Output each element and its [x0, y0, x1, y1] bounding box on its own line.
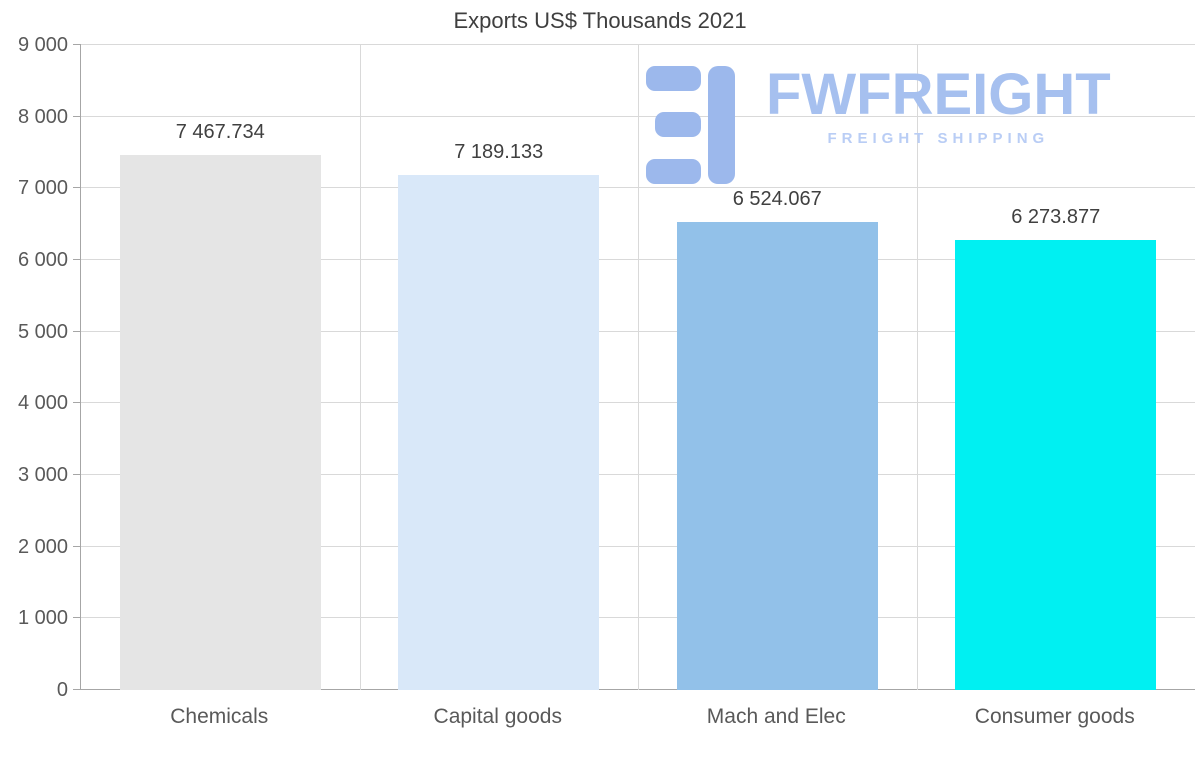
plot-area: 7 467.734 7 189.133 6 524.067 6 273.877 FWF… [73, 44, 1195, 690]
horizontal-gridline [81, 44, 1195, 45]
bar-chemicals [119, 154, 321, 690]
y-tick-label: 3 000 [17, 464, 68, 487]
y-axis-tick [73, 689, 81, 690]
chart-title: Exports US$ Thousands 2021 [453, 8, 747, 33]
watermark-tagline: FREIGHT SHIPPING [827, 130, 1050, 147]
vertical-gridline [359, 45, 361, 690]
y-tick-label: 1 000 [17, 607, 68, 630]
y-axis-tick [73, 474, 81, 475]
vertical-gridline [916, 45, 918, 690]
y-axis-tick [73, 115, 81, 117]
y-axis-tick [73, 402, 81, 404]
bar-mach-and-elec [676, 222, 878, 690]
y-axis-tick [73, 259, 81, 260]
watermark-text: FWFREIGHT FREIGHT SHIPPING [766, 62, 1111, 148]
bar-value-label: 7 467.734 [175, 120, 265, 143]
x-category-label: Chemicals [170, 705, 269, 728]
bar-slot-mach-and-elec: 6 524.067 [638, 45, 917, 690]
watermark: FWFREIGHT FREIGHT SHIPPING [646, 66, 1111, 184]
x-category-label: Mach and Elec [706, 705, 846, 728]
bars: 7 467.734 7 189.133 6 524.067 6 273.877 [81, 45, 1195, 690]
y-axis-tick [73, 617, 81, 619]
bar-value-label: 6 524.067 [732, 188, 822, 211]
y-axis-tick [73, 545, 81, 547]
x-category-label: Capital goods [433, 705, 562, 728]
y-tick-label: 5 000 [17, 320, 68, 343]
y-tick-label: 7 000 [17, 177, 68, 200]
x-category-label: Consumer goods [974, 705, 1135, 728]
y-axis-tick [73, 330, 81, 332]
bar-value-label: 6 273.877 [1011, 206, 1101, 229]
bar-slot-chemicals: 7 467.734 [81, 45, 360, 690]
bar-value-label: 7 189.133 [454, 140, 544, 163]
y-tick-label: 4 000 [17, 392, 68, 415]
y-tick-label: 0 [56, 679, 68, 701]
bar-capital-goods [398, 174, 599, 690]
y-axis-tick [73, 187, 81, 189]
y-axis-tick [73, 44, 81, 45]
x-axis-labels: Chemicals Capital goods Mach and Elec Consu… [80, 705, 1194, 729]
bar-slot-capital-goods: 7 189.133 [360, 45, 639, 690]
vertical-gridline [638, 45, 639, 690]
y-tick-label: 9 000 [17, 34, 68, 56]
y-tick-label: 8 000 [17, 105, 68, 128]
bar-slot-consumer-goods: 6 273.877 [917, 45, 1196, 690]
y-tick-label: 2 000 [17, 535, 68, 558]
y-axis: 0 1 000 2 000 3 000 4 000 5 000 6 000 7 000 8 00… [0, 35, 68, 700]
watermark-brand: FWFREIGHT [766, 62, 1111, 127]
y-tick-label: 6 000 [17, 249, 68, 272]
bar-consumer-goods [955, 240, 1156, 690]
fwfreight-logo-icon [646, 66, 735, 184]
